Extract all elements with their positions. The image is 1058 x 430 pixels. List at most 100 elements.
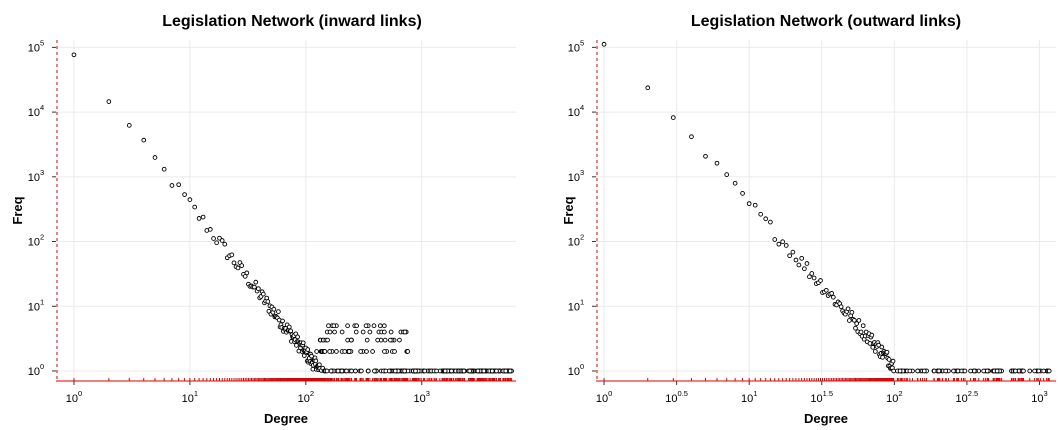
data-point — [907, 368, 913, 374]
data-point — [884, 349, 890, 355]
data-point — [891, 368, 897, 374]
y-tick-label: 102 — [568, 233, 584, 249]
data-point — [854, 321, 859, 326]
data-point — [192, 204, 198, 210]
data-point — [772, 237, 778, 242]
y-tick-label: 103 — [28, 168, 44, 184]
data-point — [645, 85, 651, 91]
data-point — [222, 241, 228, 247]
data-point — [332, 329, 337, 335]
data-point — [823, 287, 829, 293]
data-point — [507, 368, 513, 374]
data-point — [71, 52, 77, 58]
data-point — [286, 324, 292, 330]
x-tick-label: 101 — [741, 389, 757, 405]
data-point — [383, 368, 389, 374]
data-point — [300, 340, 306, 346]
data-point — [126, 122, 132, 128]
data-point — [1021, 368, 1026, 374]
data-point — [732, 180, 738, 186]
x-tick-label: 103 — [414, 389, 430, 405]
data-point — [219, 238, 225, 243]
data-point — [804, 261, 810, 266]
data-point — [402, 329, 408, 335]
data-point — [740, 191, 745, 196]
data-point — [879, 344, 885, 350]
data-point — [339, 368, 345, 374]
data-point — [802, 266, 807, 272]
data-point — [752, 202, 758, 208]
x-axis-label: Degree — [264, 411, 308, 426]
data-point — [763, 216, 769, 222]
grid — [56, 40, 516, 381]
y-tick-label: 105 — [568, 38, 584, 54]
chart-title: Legislation Network (outward links) — [691, 13, 961, 30]
data-point — [331, 323, 337, 329]
data-point — [858, 329, 864, 335]
y-tick-label: 104 — [28, 103, 44, 119]
data-point — [322, 349, 328, 354]
data-point — [327, 329, 333, 335]
data-point — [494, 368, 499, 374]
x-axis-label: Degree — [804, 411, 848, 426]
data-point — [382, 323, 387, 329]
data-point — [1036, 368, 1042, 374]
x-tick-label: 102 — [298, 389, 314, 405]
data-point — [405, 349, 411, 354]
data-point — [489, 368, 495, 374]
data-point — [856, 318, 862, 323]
x-tick-label: 101 — [182, 389, 198, 405]
data-point — [951, 368, 956, 374]
data-point — [280, 318, 285, 324]
data-point — [860, 323, 866, 329]
data-point — [295, 334, 300, 340]
data-point — [838, 304, 844, 310]
y-tick-label: 104 — [568, 103, 584, 119]
data-point — [207, 227, 213, 232]
chart-inward-links: Legislation Network (inward links) Degree… — [10, 13, 516, 426]
y-tick-label: 102 — [28, 233, 44, 249]
data-point — [845, 306, 851, 312]
data-point — [968, 368, 973, 374]
data-point — [253, 279, 259, 285]
data-point — [601, 41, 607, 47]
y-tick-label: 101 — [568, 297, 584, 313]
x-tick-label: 102.5 — [956, 389, 979, 405]
data-point — [793, 257, 799, 263]
data-point — [829, 291, 835, 296]
data-point — [288, 328, 294, 334]
data-point — [936, 368, 942, 374]
data-point — [442, 368, 448, 374]
chart-title: Legislation Network (inward links) — [162, 13, 422, 30]
data-point — [869, 332, 875, 338]
data-point — [413, 368, 418, 374]
x-tick-label: 100 — [66, 389, 82, 405]
data-point — [349, 368, 354, 374]
data-point — [886, 357, 892, 362]
data-point — [317, 362, 322, 368]
y-tick-label: 105 — [28, 38, 44, 54]
data-point — [345, 323, 350, 329]
x-tick-label: 101.5 — [810, 389, 833, 405]
data-point — [449, 368, 454, 374]
data-point — [796, 262, 802, 268]
data-point — [231, 260, 237, 266]
y-axis-label: Freq — [10, 196, 25, 224]
data-point — [422, 368, 428, 374]
data-point — [363, 323, 369, 329]
data-point — [375, 337, 381, 343]
data-point — [758, 211, 764, 217]
data-point — [780, 239, 785, 245]
data-point — [809, 271, 815, 276]
data-point — [790, 249, 796, 255]
data-point — [152, 155, 158, 160]
data-point — [335, 368, 341, 374]
data-point — [313, 358, 319, 364]
data-point — [670, 115, 676, 120]
data-point — [1041, 368, 1046, 374]
data-point — [305, 347, 311, 352]
data-point — [211, 236, 216, 241]
data-point — [161, 166, 167, 172]
x-tick-label: 103 — [1031, 389, 1047, 405]
